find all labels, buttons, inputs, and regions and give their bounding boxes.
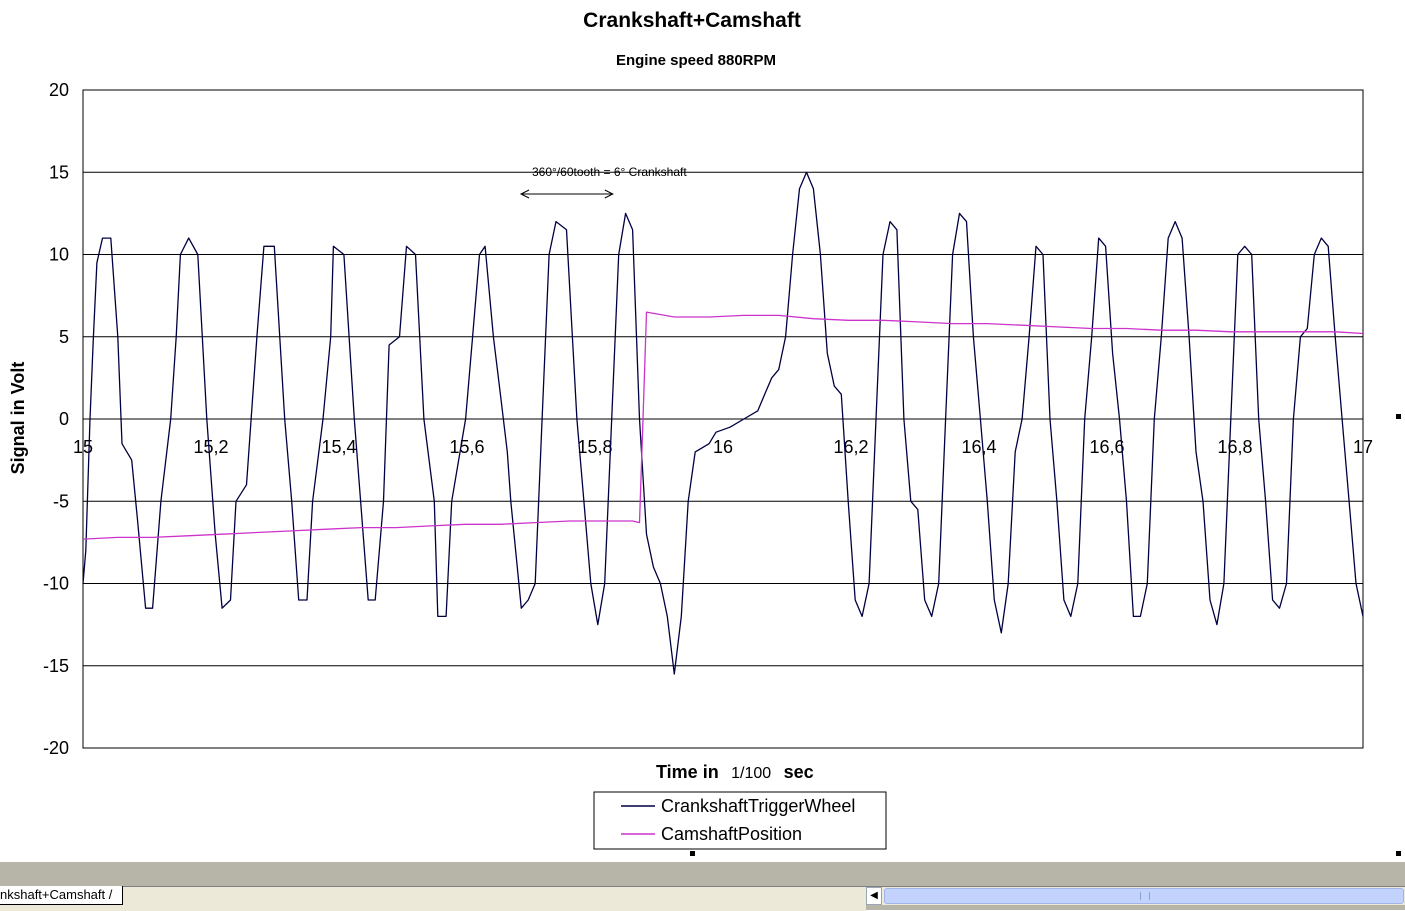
x-tick-label: 15,6 <box>449 437 484 457</box>
y-axis-label: Signal in Volt <box>8 362 28 475</box>
chart-title: Crankshaft+Camshaft <box>583 9 801 32</box>
annotation-arrowhead-right <box>604 189 614 199</box>
sheet-tab-strip: nkshaft+Camshaft / <box>0 886 866 911</box>
legend-label-crankshaft: CrankshaftTriggerWheel <box>661 796 855 816</box>
horizontal-scrollbar[interactable]: ◀ <box>866 886 1405 905</box>
x-axis-ticks: 15 15,2 15,4 15,6 15,8 16 16,2 16,4 16,6 16,8 17 <box>73 437 1373 457</box>
y-tick-label: 10 <box>49 245 69 265</box>
annotation-arrowhead-left <box>519 189 530 199</box>
sheet-tab-active[interactable]: nkshaft+Camshaft / <box>0 886 124 905</box>
x-tick-label: 17 <box>1353 437 1373 457</box>
gridlines <box>83 171 1363 667</box>
x-tick-label: 16 <box>713 437 733 457</box>
y-tick-label: 5 <box>59 327 69 347</box>
x-axis-label: Time in 1/100 sec <box>656 762 814 782</box>
x-axis-label-main: Time in <box>656 762 719 782</box>
series-layer <box>82 171 1364 675</box>
chart-resize-handle-corner[interactable] <box>1396 851 1401 856</box>
y-axis-ticks: 20 15 10 5 0 -5 -10 -15 -20 <box>43 80 69 758</box>
plot-area-border <box>82 89 1364 749</box>
scroll-grip-icon <box>1140 892 1150 900</box>
x-tick-label: 15,2 <box>193 437 228 457</box>
y-tick-label: -5 <box>53 491 69 511</box>
x-axis-label-suffix: sec <box>784 762 814 782</box>
chart-resize-handle-bottom[interactable] <box>690 851 695 856</box>
legend: CrankshaftTriggerWheel CamshaftPosition <box>593 791 887 850</box>
tooth-annotation-arrow <box>519 189 614 199</box>
y-tick-label: 20 <box>49 80 69 100</box>
series-line-CamshaftPosition <box>82 311 1364 540</box>
line-chart: Crankshaft+Camshaft Engine speed 880RPM … <box>8 9 1373 850</box>
sheet-bar: nkshaft+Camshaft / ◀ <box>0 862 1405 911</box>
chart-resize-handle-right[interactable] <box>1396 414 1401 419</box>
x-tick-label: 16,2 <box>833 437 868 457</box>
x-tick-label: 15 <box>73 437 93 457</box>
legend-box <box>593 791 887 850</box>
tooth-annotation: 360°/60tooth = 6° Crankshaft <box>532 165 687 179</box>
chart-subtitle: Engine speed 880RPM <box>616 52 776 69</box>
legend-label-camshaft: CamshaftPosition <box>661 824 802 844</box>
scroll-thumb[interactable] <box>884 888 1404 904</box>
x-tick-label: 16,4 <box>961 437 996 457</box>
x-tick-label: 15,4 <box>321 437 356 457</box>
y-tick-label: 15 <box>49 162 69 182</box>
x-tick-label: 16,8 <box>1217 437 1252 457</box>
scroll-left-arrow-icon[interactable]: ◀ <box>866 887 882 905</box>
x-tick-label: 16,6 <box>1089 437 1124 457</box>
y-tick-label: -15 <box>43 656 69 676</box>
y-tick-label: -20 <box>43 738 69 758</box>
y-tick-label: -10 <box>43 574 69 594</box>
x-axis-label-unit: 1/100 <box>731 765 771 782</box>
chart-area: Crankshaft+Camshaft Engine speed 880RPM … <box>8 9 1401 856</box>
x-tick-label: 15,8 <box>577 437 612 457</box>
y-tick-label: 0 <box>59 409 69 429</box>
series-line-CrankshaftTriggerWheel <box>82 171 1364 675</box>
